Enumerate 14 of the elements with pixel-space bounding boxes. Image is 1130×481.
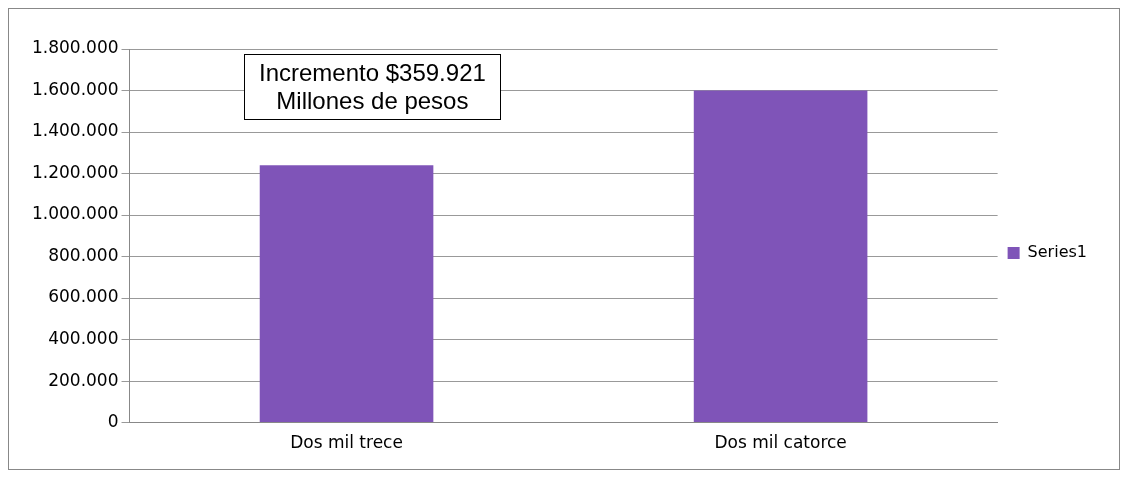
legend-label: Series1	[1027, 242, 1088, 262]
y-tick-label: 1.200.000	[31, 161, 119, 182]
y-tick-label: 0	[107, 411, 119, 432]
y-tick-label: 800.000	[48, 244, 119, 265]
x-tick-label: Dos mil catorce	[714, 432, 847, 453]
annotation: Incremento $359.921 Millones de pesos	[244, 54, 501, 120]
y-tick-label: 200.000	[48, 369, 119, 390]
y-tick-label: 1.800.000	[31, 37, 119, 58]
y-tick-label: 600.000	[48, 286, 119, 307]
y-tick-label: 400.000	[48, 328, 119, 348]
y-tick-label: 1.000.000	[31, 203, 119, 224]
y-tick-label: 1.600.000	[31, 78, 119, 99]
x-tick-label: Dos mil trece	[290, 432, 403, 453]
y-tick-label: 1.400.000	[31, 120, 119, 141]
